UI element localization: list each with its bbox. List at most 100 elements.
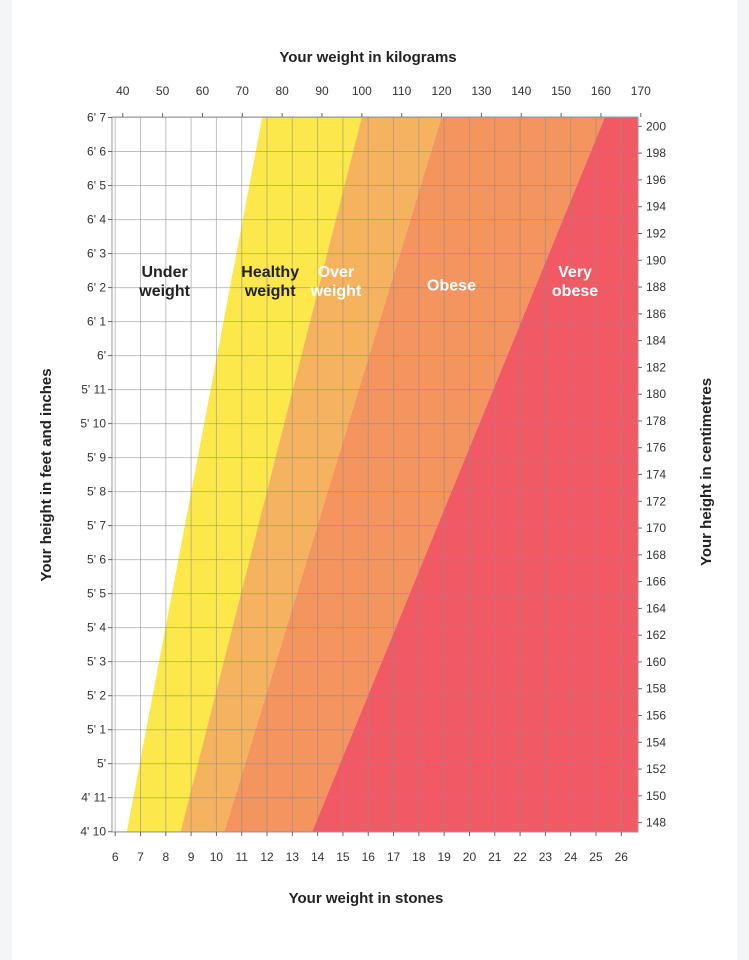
bottom-tick-label: 11 [235,850,248,864]
top-tick-label: 90 [315,84,329,98]
bottom-axis-title: Your weight in stones [289,890,444,907]
region-label-0: Under weight [138,264,190,300]
bottom-tick-label: 9 [188,850,195,864]
right-tick-label: 174 [646,468,666,482]
left-tick-label: 5' 9 [87,451,106,465]
right-tick-label: 154 [646,735,666,749]
right-tick-label: 194 [646,200,666,214]
bottom-tick-label: 18 [412,850,426,864]
top-tick-label: 110 [392,84,411,98]
left-tick-label: 4' 10 [80,825,106,839]
bottom-tick-label: 17 [387,850,401,864]
bottom-tick-label: 23 [539,850,553,864]
left-tick-label: 6' 2 [87,281,106,295]
right-tick-label: 164 [646,601,666,615]
top-tick-label: 130 [471,84,491,98]
top-tick-label: 170 [631,84,651,98]
region-label-4: Very obese [552,264,598,300]
right-tick-label: 182 [646,360,666,374]
left-tick-label: 5' 3 [87,655,106,669]
right-tick-label: 186 [646,307,666,321]
left-tick-label: 6' 6 [87,145,106,159]
region-label-line: Healthy [241,264,299,281]
top-tick-label: 140 [511,84,531,98]
top-tick-label: 150 [551,84,571,98]
region-label-3: Obese [427,277,476,294]
region-label-line: Very [558,264,592,281]
top-axis-title: Your weight in kilograms [279,49,456,66]
left-tick-label: 5' 7 [87,519,106,533]
region-2 [180,117,442,832]
bottom-tick-label: 21 [488,850,502,864]
bottom-tick-label: 8 [162,850,169,864]
left-axis-title: Your height in feet and inches [38,368,55,581]
region-0 [112,117,263,832]
right-tick-label: 178 [646,414,666,428]
right-tick-label: 200 [646,119,666,133]
region-3 [224,117,605,832]
region-label-line: Over [318,264,354,281]
left-tick-label: 6' 4 [87,213,106,227]
region-label-line: weight [138,283,190,300]
left-tick-label: 5' 2 [87,689,106,703]
region-1 [126,117,362,832]
region-label-line: weight [244,283,296,300]
bottom-tick-label: 16 [362,850,376,864]
right-tick-label: 158 [646,682,666,696]
right-tick-label: 150 [646,789,666,803]
left-tick-label: 5' 11 [81,383,106,397]
bottom-tick-label: 15 [336,850,350,864]
left-tick-label: 6' 7 [87,111,106,125]
bottom-tick-label: 20 [463,850,477,864]
right-tick-label: 166 [646,575,666,589]
left-tick-label: 5' [97,757,106,771]
right-tick-label: 190 [646,253,666,267]
bmi-chart: 40 50 60 70 80 90 100 110 120 130 140 150 160 170 6 7 8 9… [38,49,715,907]
bottom-tick-label: 24 [564,850,578,864]
right-tick-label: 168 [646,548,666,562]
top-tick-label: 70 [236,84,250,98]
bottom-tick-label: 13 [286,850,300,864]
right-tick-label: 188 [646,280,666,294]
right-tick-label: 148 [646,816,666,830]
top-tick-label: 100 [352,84,372,98]
bottom-tick-label: 10 [210,850,224,864]
right-tick-label: 192 [646,226,666,240]
left-tick-label: 4' 11 [81,791,106,805]
right-axis-title: Your height in centimetres [698,378,715,566]
left-tick-label: 6' 1 [87,315,106,329]
bottom-tick-label: 25 [589,850,603,864]
right-tick-label: 184 [646,334,666,348]
chart-card: 40 50 60 70 80 90 100 110 120 130 140 150 160 170 6 7 8 9… [12,0,737,960]
bottom-tick-label: 12 [260,850,274,864]
bottom-tick-label: 19 [437,850,451,864]
top-tick-label: 160 [591,84,611,98]
top-tick-label: 80 [275,84,289,98]
top-tick-label: 40 [116,84,130,98]
region-label-line: obese [552,283,598,300]
left-tick-label: 6' 5 [87,179,106,193]
left-tick-label: 5' 8 [87,485,106,499]
left-tick-label: 6' 3 [87,247,106,261]
left-tick-label: 5' 4 [87,621,106,635]
top-tick-label: 50 [156,84,170,98]
right-tick-label: 176 [646,441,666,455]
right-tick-label: 156 [646,709,666,723]
left-tick-label: 5' 1 [87,723,106,737]
region-label-line: Obese [427,277,476,294]
bottom-tick-label: 6 [112,850,119,864]
right-tick-label: 162 [646,628,666,642]
right-tick-label: 172 [646,494,666,508]
right-tick-label: 196 [646,173,666,187]
bottom-tick-label: 26 [615,850,629,864]
bottom-tick-label: 22 [513,850,527,864]
left-tick-label: 5' 6 [87,553,106,567]
right-tick-label: 198 [646,146,666,160]
right-tick-label: 170 [646,521,666,535]
region-label-2: Over weight [310,264,362,300]
right-tick-label: 180 [646,387,666,401]
region-label-1: Healthy weight [241,264,299,300]
right-tick-label: 152 [646,762,666,776]
bottom-tick-label: 7 [137,850,144,864]
left-tick-label: 5' 5 [87,587,106,601]
